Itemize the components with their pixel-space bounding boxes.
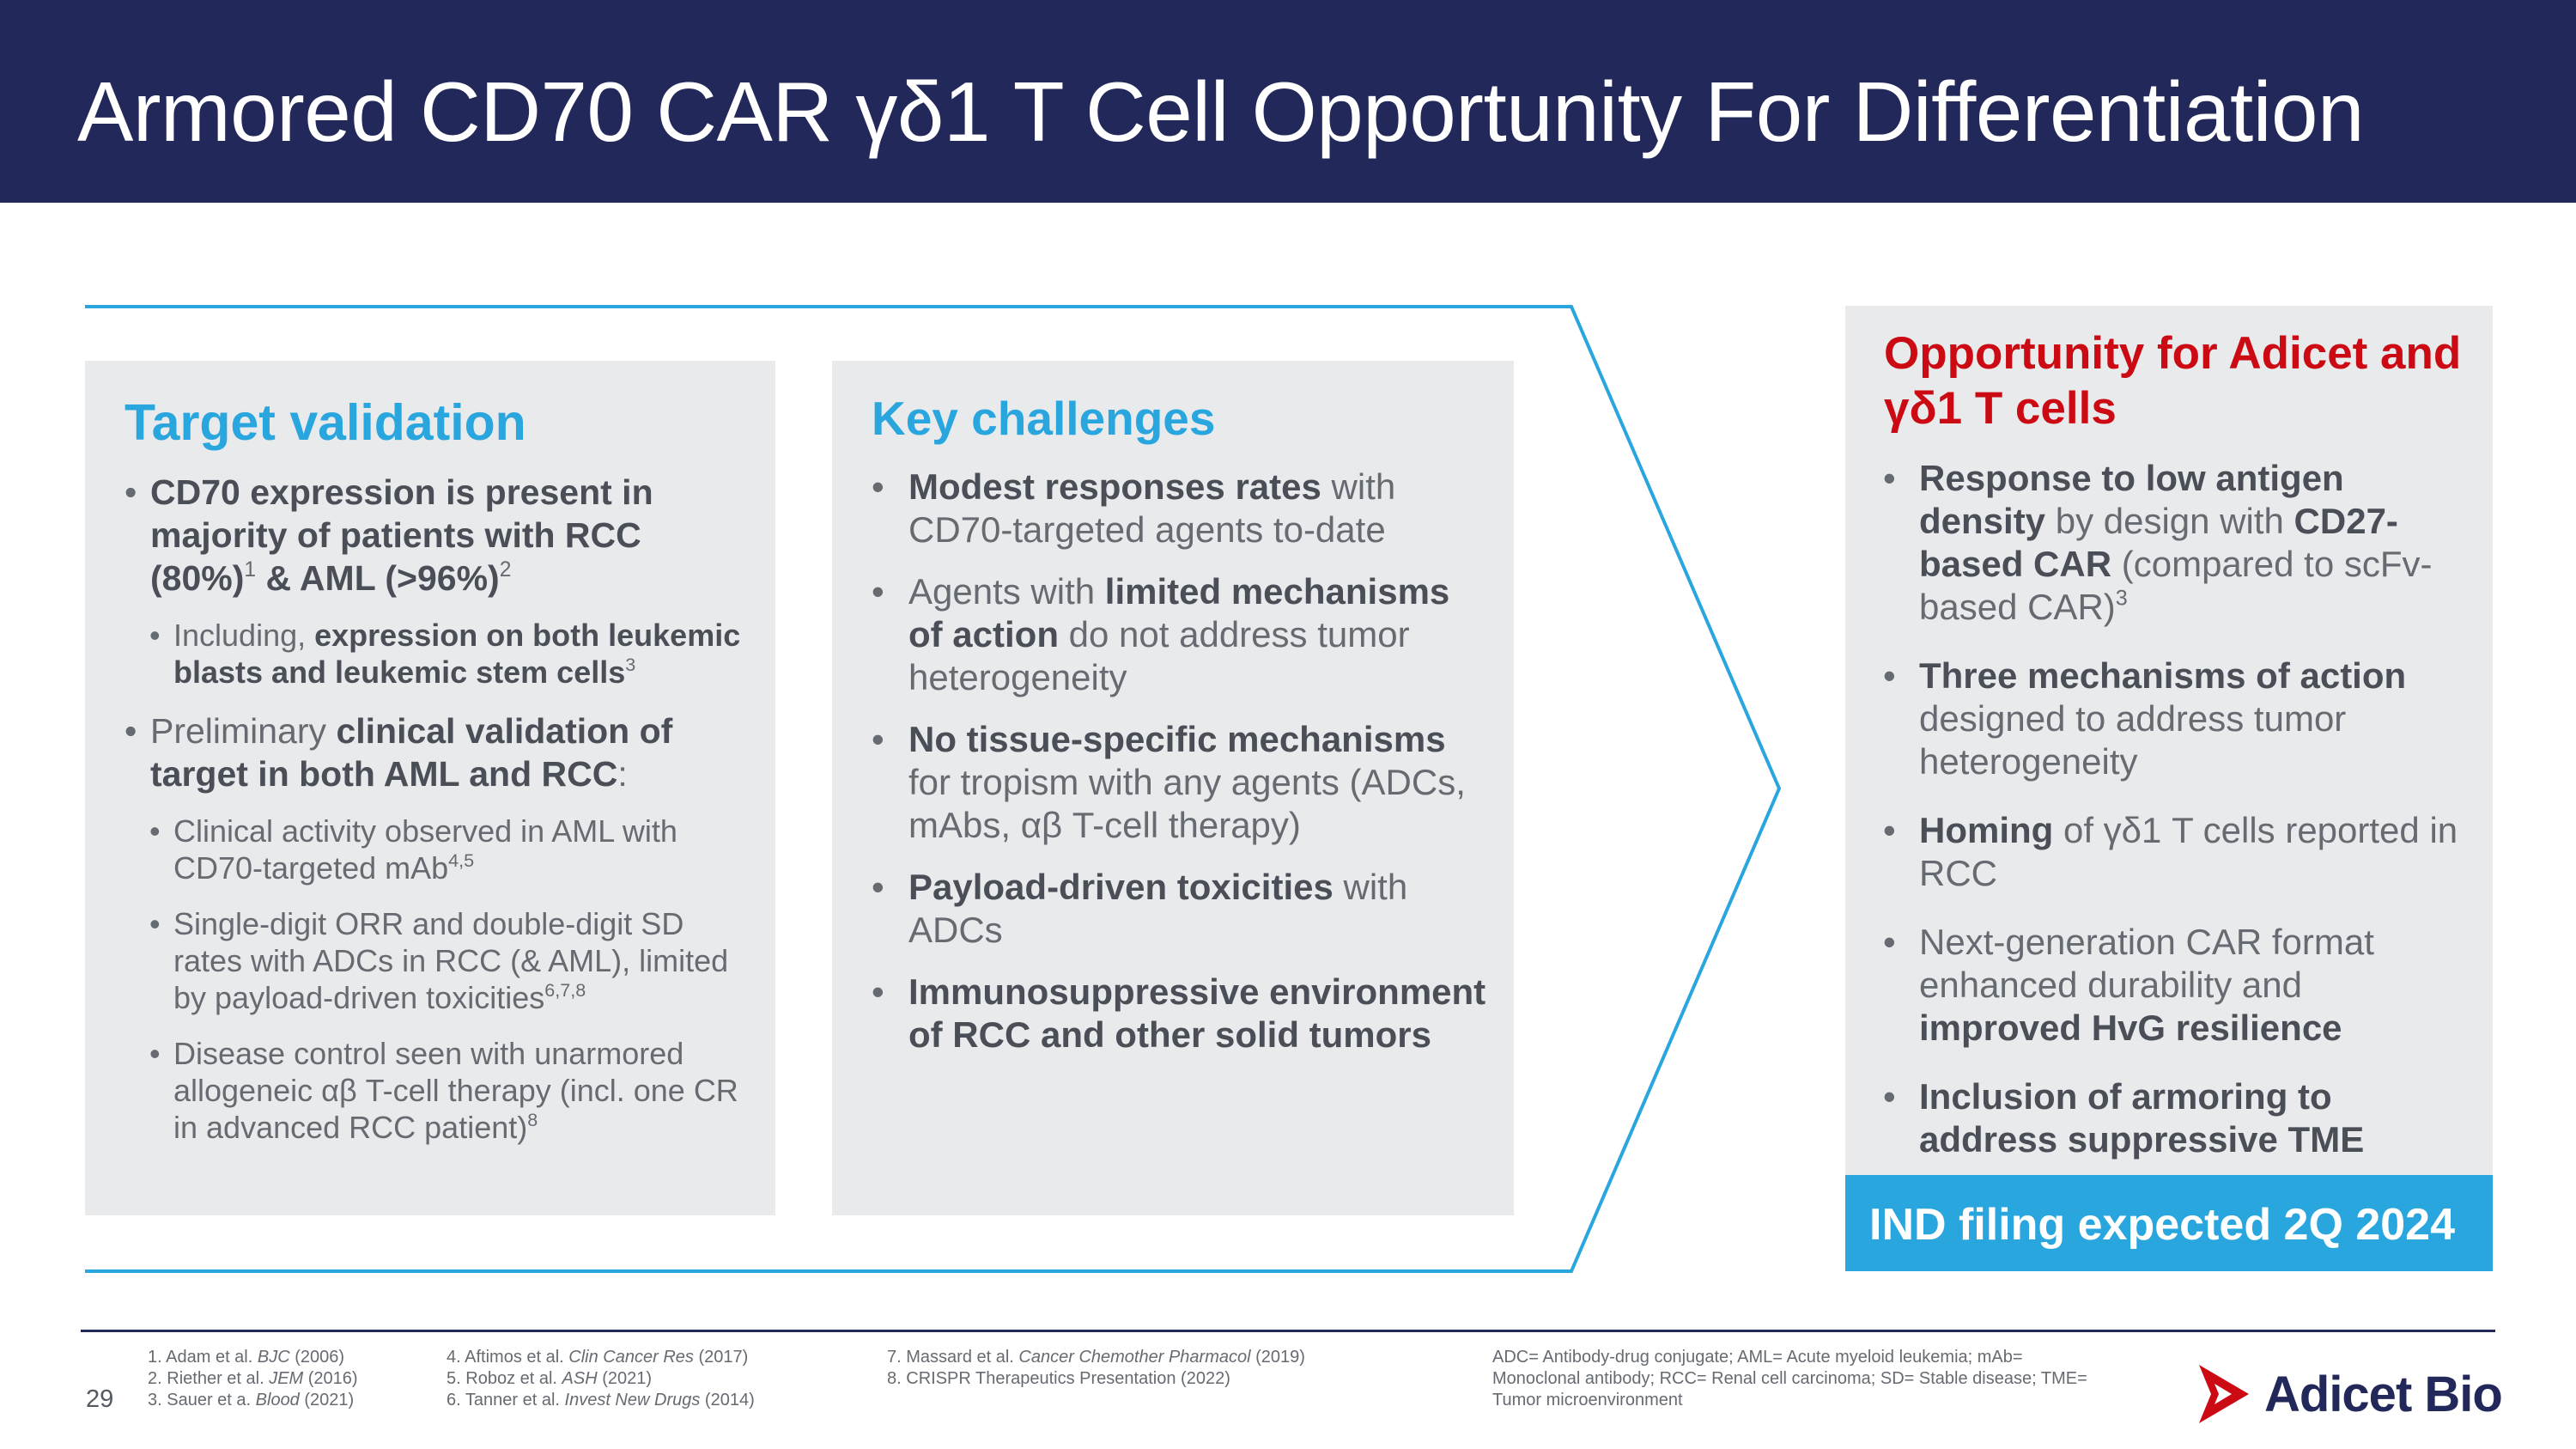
opportunity-panel: Opportunity for Adicet and γδ1 T cells R… [1845,306,2493,1175]
references-column-3: 7. Massard et al. Cancer Chemother Pharm… [887,1347,1305,1390]
footer-divider [81,1330,2495,1332]
list-item: Homing of γδ1 T cells reported in RCC [1883,809,2467,895]
key-challenges-panel: Key challenges Modest responses rates wi… [832,361,1514,1215]
reference-item: 2. Riether et al. JEM (2016) [148,1369,358,1388]
list-item: Three mechanisms of action designed to a… [1883,654,2467,783]
list-item: Immunosuppressive environment of RCC and… [872,971,1490,1056]
reference-item: 3. Sauer et a. Blood (2021) [148,1391,355,1409]
page-title: Armored CD70 CAR γδ1 T Cell Opportunity … [77,64,2365,159]
references-column-1: 1. Adam et al. BJC (2006) 2. Riether et … [148,1347,358,1411]
logo-wordmark: Adicet Bio [2264,1367,2503,1422]
list-item: Payload-driven toxicities with ADCs [872,866,1490,952]
reference-item: 1. Adam et al. BJC (2006) [148,1348,345,1367]
opportunity-heading: Opportunity for Adicet and γδ1 T cells [1884,328,2462,434]
adicet-bio-logo: Adicet Bio [2192,1361,2503,1427]
title-bar: Armored CD70 CAR γδ1 T Cell Opportunity … [0,0,2576,203]
abbreviations-note: ADC= Antibody-drug conjugate; AML= Acute… [1492,1348,2087,1409]
list-item: Single-digit ORR and double-digit SD rat… [149,905,751,1016]
key-challenges-heading: Key challenges [872,392,1216,445]
reference-item: 6. Tanner et al. Invest New Drugs (2014) [447,1391,755,1409]
list-item: Agents with limited mechanisms of action… [872,570,1490,699]
list-item: Next-generation CAR format enhanced dura… [1883,921,2467,1050]
reference-item: 8. CRISPR Therapeutics Presentation (202… [887,1369,1230,1388]
list-item: Modest responses rates with CD70-targete… [872,466,1490,551]
page-number: 29 [86,1385,114,1413]
list-item: Disease control seen with unarmored allo… [149,1035,751,1146]
reference-item: 5. Roboz et al. ASH (2021) [447,1369,653,1388]
list-item: CD70 expression is present in majority o… [125,471,751,600]
opportunity-list: Response to low antigen density by desig… [1883,457,2467,1187]
list-item: No tissue-specific mechanisms for tropis… [872,718,1490,847]
target-validation-heading: Target validation [125,394,526,451]
reference-item: 7. Massard et al. Cancer Chemother Pharm… [887,1348,1305,1367]
target-validation-panel: Target validation CD70 expression is pre… [85,361,775,1215]
ind-filing-text: IND filing expected 2Q 2024 [1869,1200,2456,1250]
list-item: Clinical activity observed in AML with C… [149,813,751,886]
adicet-logo-mark-icon [2199,1365,2249,1423]
ind-filing-banner: IND filing expected 2Q 2024 [1845,1175,2493,1271]
list-item: Inclusion of armoring to address suppres… [1883,1075,2467,1161]
target-validation-list: CD70 expression is present in majority o… [125,471,751,1165]
reference-item: 4. Aftimos et al. Clin Cancer Res (2017) [447,1348,749,1367]
list-item: Response to low antigen density by desig… [1883,457,2467,629]
list-item: Including, expression on both leukemic b… [149,617,751,691]
key-challenges-list: Modest responses rates with CD70-targete… [872,466,1490,1075]
list-item: Preliminary clinical validation of targe… [125,709,751,795]
references-column-2: 4. Aftimos et al. Clin Cancer Res (2017)… [447,1347,755,1411]
